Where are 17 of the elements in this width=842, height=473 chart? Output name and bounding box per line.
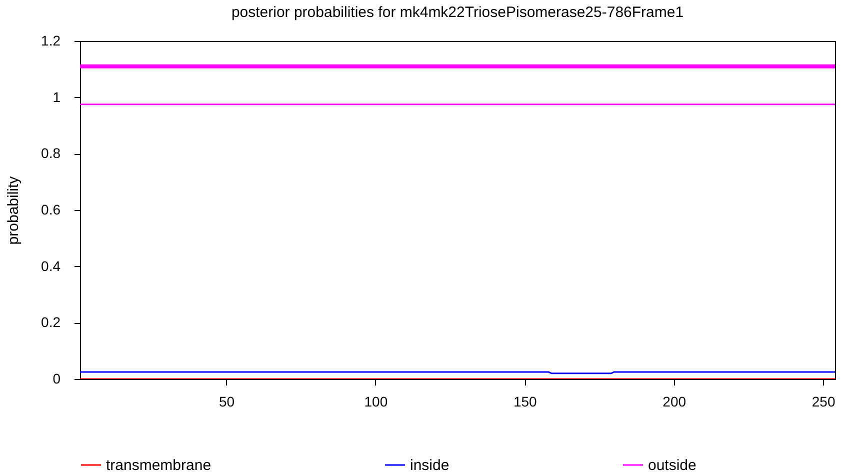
y-tick-label: 0.8 bbox=[41, 145, 61, 162]
legend-label: outside bbox=[648, 457, 696, 473]
legend-label: inside bbox=[410, 457, 450, 473]
x-tick-label: 250 bbox=[812, 394, 836, 410]
chart-title: posterior probabilities for mk4mk22TriosePisomerase25-786Frame1 bbox=[231, 4, 684, 21]
y-tick-label: 0.4 bbox=[41, 258, 61, 274]
y-tick-label: 0.2 bbox=[41, 314, 61, 330]
x-tick-label: 150 bbox=[513, 394, 538, 410]
x-tick-label: 50 bbox=[218, 394, 235, 410]
y-tick-label: 1 bbox=[52, 88, 61, 105]
legend-label: transmembrane bbox=[106, 457, 212, 473]
x-tick-label: 100 bbox=[364, 394, 388, 410]
y-tick-label: 0.6 bbox=[41, 202, 61, 218]
y-axis-title: probability bbox=[5, 176, 22, 245]
x-tick-label: 200 bbox=[662, 394, 686, 410]
y-tick-label: 1.2 bbox=[41, 32, 61, 48]
y-tick-label: 0 bbox=[52, 370, 61, 386]
